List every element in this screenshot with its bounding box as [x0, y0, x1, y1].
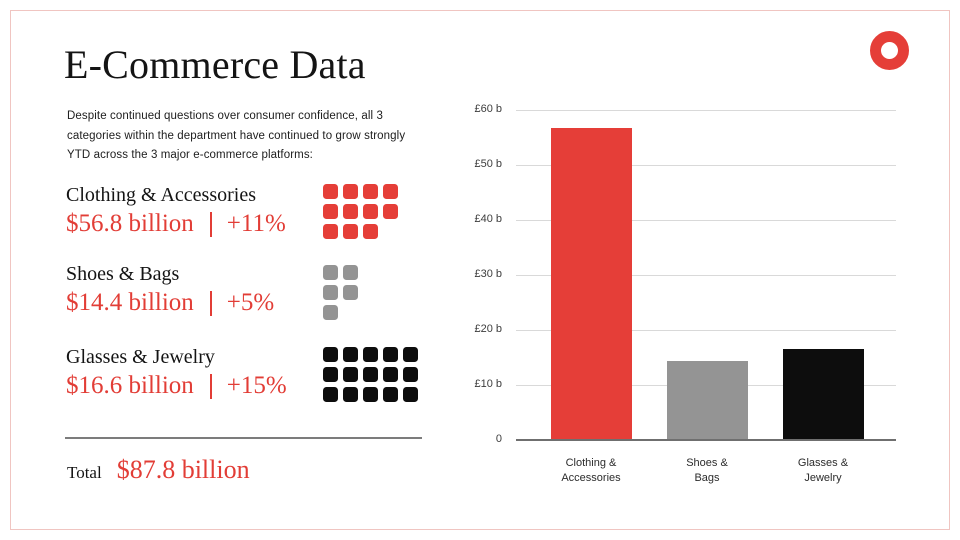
- unit-square: [363, 224, 378, 239]
- intro-paragraph: Despite continued questions over consume…: [67, 110, 406, 161]
- y-axis-tick-label: £10 b: [474, 378, 502, 390]
- unit-square: [323, 387, 338, 402]
- bar-1: [666, 360, 748, 440]
- category-growth: +15%: [226, 372, 287, 399]
- category-value-row: $14.4 billion +5%: [66, 289, 321, 317]
- unit-square: [323, 184, 338, 199]
- value-separator: [209, 373, 212, 399]
- unit-square: [363, 367, 378, 382]
- unit-square: [323, 367, 338, 382]
- unit-square: [343, 285, 358, 300]
- bar-2: [782, 348, 864, 440]
- category-value: $14.4 billion: [66, 289, 194, 316]
- unit-square: [323, 204, 338, 219]
- value-separator: [209, 290, 212, 316]
- pictogram-glasses: [323, 347, 418, 402]
- unit-square: [403, 347, 418, 362]
- category-value: $56.8 billion: [66, 210, 194, 237]
- unit-square: [383, 387, 398, 402]
- unit-square: [343, 387, 358, 402]
- gridline: [516, 220, 896, 221]
- unit-square: [363, 204, 378, 219]
- unit-square: [323, 305, 338, 320]
- category-name: Glasses & Jewelry: [66, 346, 215, 368]
- unit-square: [383, 204, 398, 219]
- bar-0: [550, 127, 632, 440]
- gridline: [516, 275, 896, 276]
- category-growth: +5%: [226, 289, 275, 316]
- x-axis-category-label: Glasses & Jewelry: [797, 457, 849, 484]
- stat-block-glasses: Glasses & Jewelry $16.6 billion +15%: [66, 346, 321, 400]
- gridline: [516, 330, 896, 331]
- x-axis-category-label: Shoes & Bags: [686, 457, 728, 484]
- category-growth: +11%: [226, 210, 286, 237]
- unit-square: [343, 347, 358, 362]
- category-value-row: $16.6 billion +15%: [66, 372, 321, 400]
- unit-square: [323, 224, 338, 239]
- x-axis-category-label: Clothing & Accessories: [561, 457, 621, 484]
- unit-square: [323, 347, 338, 362]
- y-axis-tick-label: £50 b: [474, 158, 502, 170]
- y-axis-tick-label: £30 b: [474, 268, 502, 280]
- pictogram-shoes: [323, 265, 358, 320]
- unit-square: [363, 184, 378, 199]
- unit-square: [323, 265, 338, 280]
- category-value-row: $56.8 billion +11%: [66, 210, 321, 238]
- unit-square: [343, 184, 358, 199]
- unit-square: [323, 285, 338, 300]
- total-label: Total: [67, 463, 102, 482]
- total-divider-line: [65, 437, 422, 439]
- unit-square: [383, 347, 398, 362]
- unit-square: [383, 184, 398, 199]
- unit-square: [383, 367, 398, 382]
- stat-block-shoes: Shoes & Bags $14.4 billion +5%: [66, 263, 321, 317]
- y-axis-tick-label: £60 b: [474, 103, 502, 115]
- stat-block-clothing: Clothing & Accessories $56.8 billion +11…: [66, 184, 321, 238]
- unit-square: [403, 387, 418, 402]
- y-axis-tick-label: £20 b: [474, 323, 502, 335]
- gridline: [516, 165, 896, 166]
- total-value: $87.8 billion: [116, 455, 250, 484]
- unit-square: [343, 224, 358, 239]
- unit-square: [363, 347, 378, 362]
- category-name: Shoes & Bags: [66, 263, 180, 285]
- category-name: Clothing & Accessories: [66, 184, 256, 206]
- y-axis-tick-label: £40 b: [474, 213, 502, 225]
- unit-square: [403, 367, 418, 382]
- unit-square: [343, 204, 358, 219]
- pictogram-clothing: [323, 184, 398, 239]
- value-separator: [209, 211, 212, 237]
- brand-ring-logo-icon: [870, 31, 909, 70]
- unit-square: [343, 367, 358, 382]
- unit-square: [343, 265, 358, 280]
- category-value: $16.6 billion: [66, 372, 194, 399]
- unit-square: [363, 387, 378, 402]
- page-title: E-Commerce Data: [64, 42, 366, 87]
- total-row: Total $87.8 billion: [67, 455, 250, 485]
- x-axis-line: [516, 439, 896, 441]
- y-axis-tick-label: 0: [495, 433, 502, 445]
- gridline: [516, 110, 896, 111]
